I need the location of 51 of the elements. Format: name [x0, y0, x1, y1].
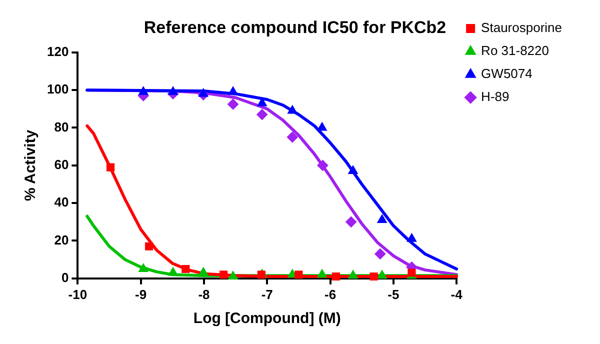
chart-title: Reference compound IC50 for PKCb2 — [144, 18, 446, 37]
point — [256, 109, 268, 120]
point — [198, 267, 208, 276]
y-tick-label: 60 — [54, 156, 69, 172]
y-tick-label: 20 — [54, 232, 69, 248]
legend-label: Staurosporine — [481, 20, 562, 36]
legend-label: Ro 31-8220 — [481, 43, 550, 58]
y-tick-label: 80 — [54, 119, 69, 134]
point — [346, 216, 357, 228]
point — [220, 270, 228, 279]
x-tick-label: -8 — [198, 286, 210, 302]
point — [317, 122, 327, 131]
point — [228, 86, 238, 95]
x-tick-label: -6 — [324, 286, 336, 302]
x-tick-label: -9 — [135, 286, 147, 302]
point — [168, 86, 178, 95]
point — [106, 163, 115, 172]
point — [348, 270, 358, 279]
x-tick-label: -4 — [450, 286, 464, 302]
x-tick-label: -7 — [261, 286, 273, 302]
y-axis-title: % Activity — [22, 129, 40, 201]
point — [317, 160, 328, 171]
point — [145, 242, 154, 250]
y-tick-label: 100 — [46, 82, 69, 97]
point — [168, 267, 178, 276]
y-tick-label: 40 — [54, 194, 69, 210]
point — [286, 132, 298, 143]
point — [288, 105, 298, 114]
x-tick-label: -5 — [388, 286, 400, 302]
x-axis-title: Log [Compound] (M) — [193, 310, 341, 328]
point — [228, 271, 238, 280]
point — [257, 98, 267, 106]
point — [332, 272, 340, 281]
y-tick-label: 0 — [61, 270, 69, 285]
legend-label: H-89 — [481, 89, 510, 104]
x-tick-label: -10 — [68, 286, 88, 302]
point — [370, 272, 378, 281]
y-tick-label: 120 — [46, 44, 69, 59]
point — [406, 233, 417, 242]
point — [198, 88, 208, 97]
point — [138, 86, 148, 95]
point — [377, 270, 387, 279]
point — [374, 248, 386, 260]
point — [228, 98, 239, 110]
point — [377, 214, 387, 224]
point — [348, 166, 358, 174]
point — [138, 263, 148, 272]
point — [317, 269, 327, 278]
point — [182, 264, 190, 274]
point — [294, 270, 303, 279]
legend-label: GW5074 — [481, 66, 532, 82]
